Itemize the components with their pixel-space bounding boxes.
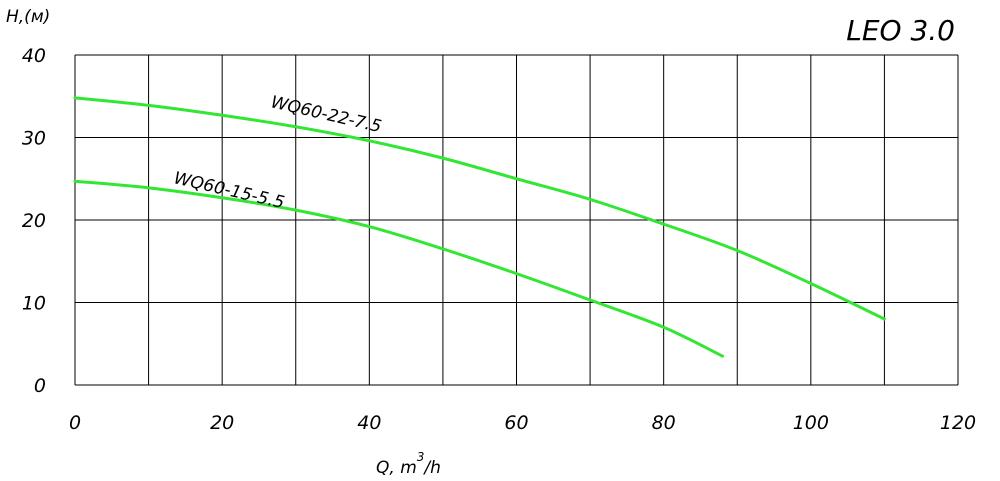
- grid: [74, 54, 959, 386]
- x-axis-title: Q, m3/h: [376, 450, 441, 478]
- series-label-wq60-15-5-5: WQ60-15-5.5: [172, 168, 286, 213]
- x-axis-title-main: Q, m: [376, 458, 417, 478]
- y-tick-label: 40: [22, 45, 46, 67]
- x-tick-label: 80: [652, 412, 676, 434]
- x-tick-label: 100: [793, 412, 829, 434]
- x-axis-title-superscript: 3: [417, 450, 425, 464]
- y-tick-label: 10: [22, 293, 46, 315]
- x-tick-label: 120: [940, 412, 976, 434]
- series-line-0: [73, 96, 886, 321]
- series-layer: [73, 96, 886, 358]
- chart-title: LEO 3.0: [846, 14, 955, 47]
- y-tick-label: 20: [22, 210, 46, 232]
- x-axis-title-tail: /h: [422, 458, 441, 478]
- tick-labels: 0 20 40 60 80 100 120 0 10 20 30 40: [22, 45, 976, 434]
- x-tick-label: 20: [210, 412, 234, 434]
- x-tick-label: 0: [69, 412, 81, 434]
- y-tick-label: 30: [22, 128, 46, 150]
- x-tick-label: 40: [357, 412, 381, 434]
- series-label-wq60-22-7-5: WQ60-22-7.5: [269, 92, 383, 137]
- y-tick-label: 0: [34, 375, 46, 397]
- series-line-1: [73, 179, 725, 358]
- x-tick-label: 60: [504, 412, 528, 434]
- y-axis-title: H,(м): [6, 7, 50, 27]
